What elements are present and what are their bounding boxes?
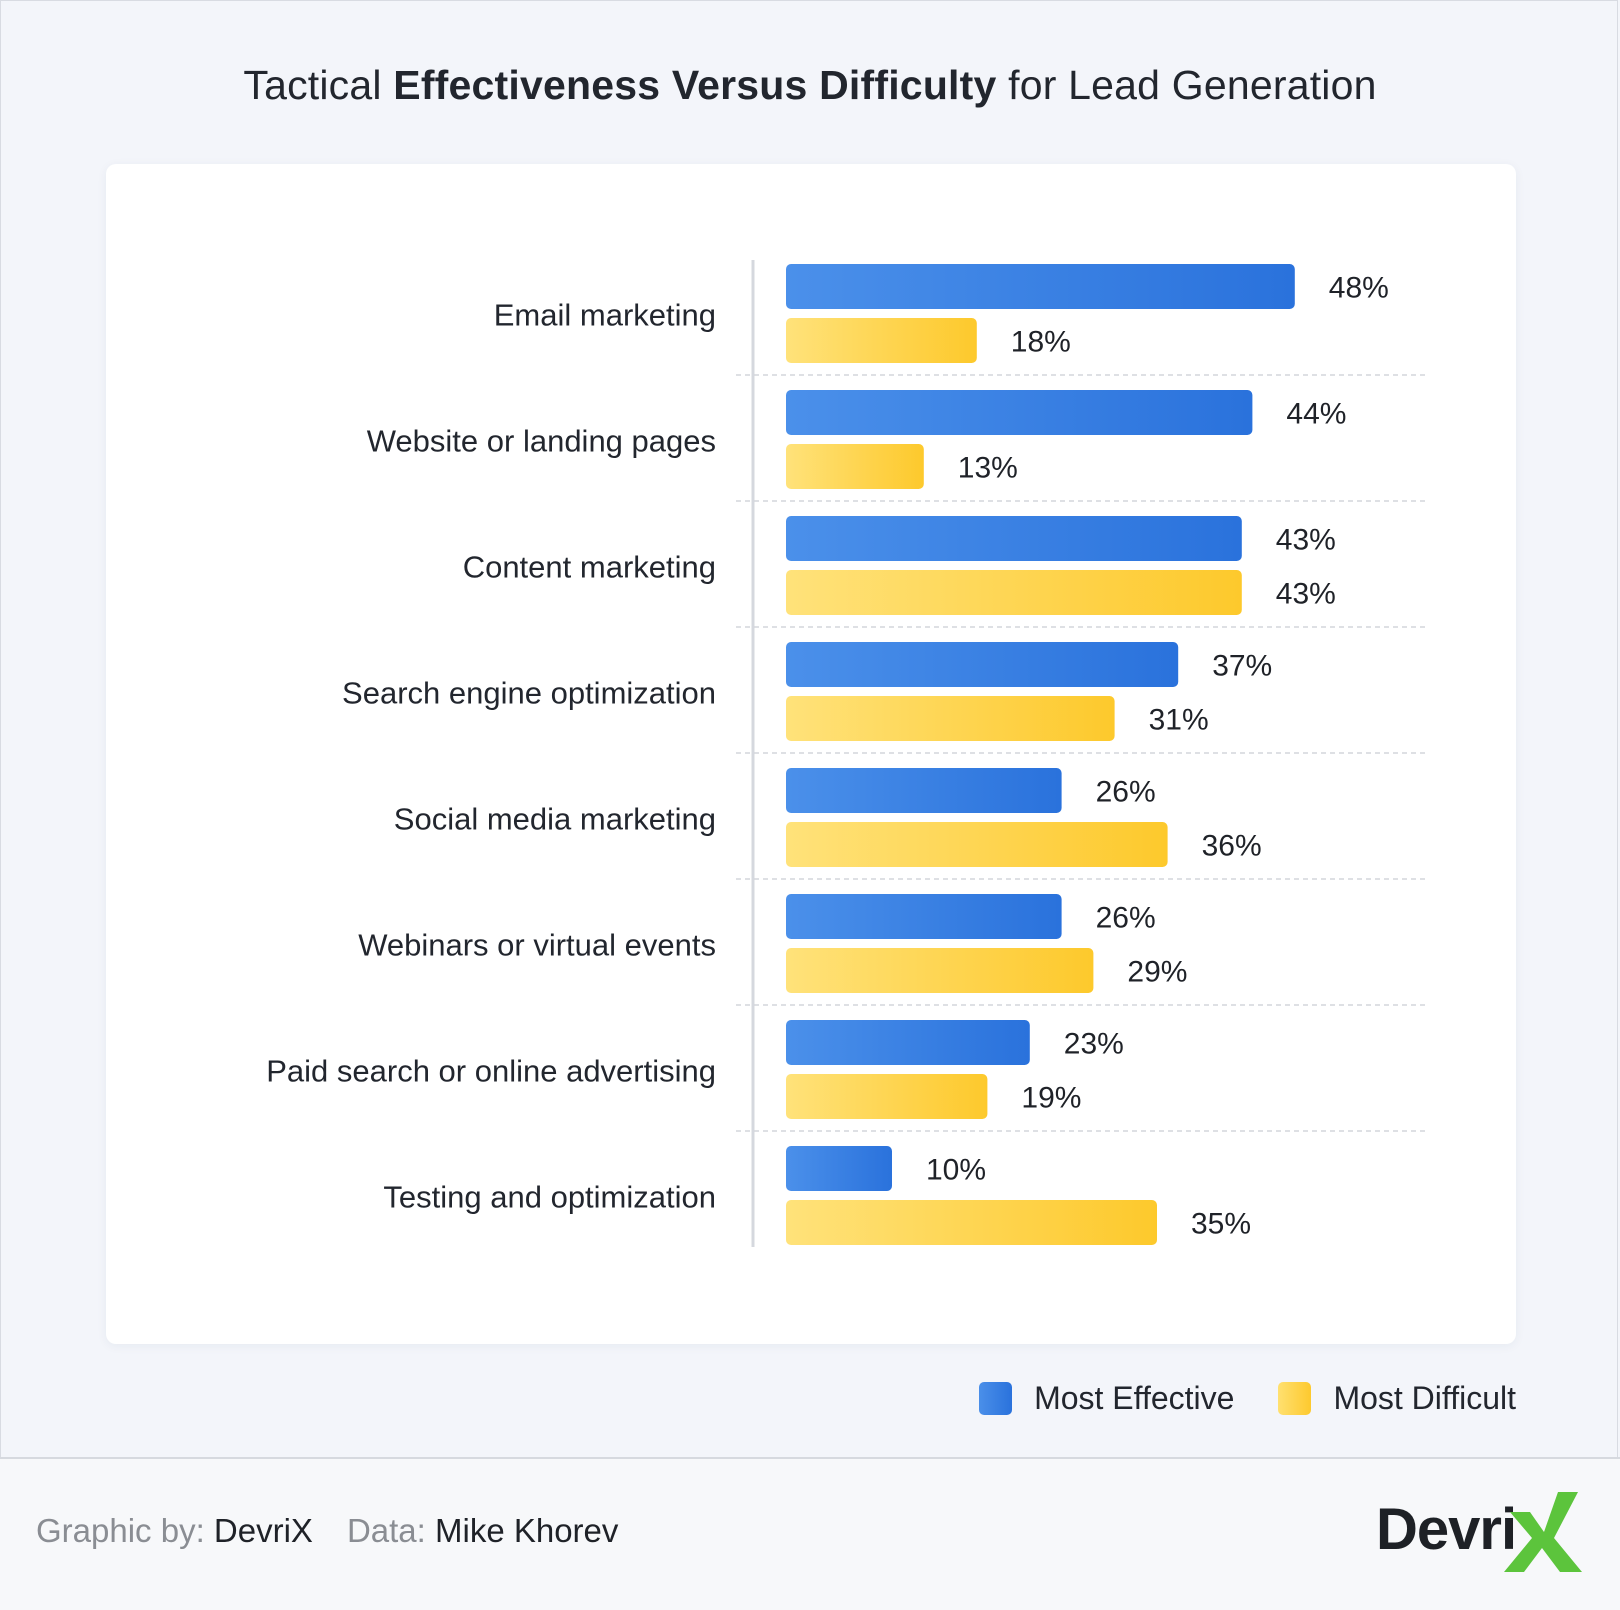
chart-legend: Most Effective Most Difficult bbox=[979, 1380, 1516, 1417]
data-label: 31% bbox=[1149, 704, 1209, 737]
data-label: 19% bbox=[1021, 1082, 1081, 1115]
data-credit-key: Data: bbox=[346, 1512, 426, 1549]
bar-chart: Email marketing 48% 18% Website or landing … bbox=[266, 260, 1426, 1247]
bar-most-effective bbox=[786, 768, 1062, 813]
bar-most-difficult bbox=[786, 570, 1242, 615]
graphic-credit: Graphic by: DevriX bbox=[36, 1512, 313, 1550]
legend-label-most-effective: Most Effective bbox=[1034, 1380, 1235, 1416]
category-label: Website or landing pages bbox=[367, 424, 716, 459]
category-label: Webinars or virtual events bbox=[358, 928, 716, 963]
bar-most-difficult bbox=[786, 318, 977, 363]
title-part2: for Lead Generation bbox=[996, 62, 1377, 108]
footer bbox=[0, 1457, 1620, 1610]
data-label: 26% bbox=[1096, 902, 1156, 935]
data-label: 44% bbox=[1286, 398, 1346, 431]
bar-most-difficult bbox=[786, 696, 1115, 741]
data-label: 23% bbox=[1064, 1028, 1124, 1061]
graphic-credit-value: DevriX bbox=[213, 1512, 313, 1549]
category-label: Search engine optimization bbox=[342, 676, 716, 711]
title-bold: Effectiveness Versus Difficulty bbox=[393, 62, 997, 108]
data-label: 29% bbox=[1127, 956, 1187, 989]
bar-most-difficult bbox=[786, 444, 924, 489]
logo-x-icon bbox=[1504, 1492, 1582, 1572]
devrix-logo: Devri bbox=[1376, 1490, 1586, 1580]
data-credit: Data: Mike Khorev bbox=[347, 1512, 618, 1550]
data-label: 37% bbox=[1212, 650, 1272, 683]
category-label: Paid search or online advertising bbox=[266, 1054, 716, 1089]
data-label: 13% bbox=[958, 452, 1018, 485]
data-label: 43% bbox=[1276, 524, 1336, 557]
legend-item-most-effective: Most Effective bbox=[979, 1380, 1234, 1417]
bar-most-difficult bbox=[786, 1074, 988, 1119]
bar-most-difficult bbox=[786, 1200, 1157, 1245]
chart-title: Tactical Effectiveness Versus Difficulty… bbox=[0, 62, 1620, 109]
category-label: Social media marketing bbox=[394, 802, 716, 837]
title-part1: Tactical bbox=[243, 62, 394, 108]
data-label: 48% bbox=[1329, 272, 1389, 305]
data-label: 10% bbox=[926, 1154, 986, 1187]
bar-most-effective bbox=[786, 516, 1242, 561]
data-label: 18% bbox=[1011, 326, 1071, 359]
chart-card: Email marketing 48% 18% Website or landing … bbox=[106, 164, 1516, 1344]
bar-most-effective bbox=[786, 894, 1062, 939]
category-label: Email marketing bbox=[494, 298, 716, 333]
category-label: Content marketing bbox=[463, 550, 716, 585]
logo-text: Devri bbox=[1376, 1497, 1517, 1562]
bar-most-effective bbox=[786, 264, 1295, 309]
graphic-credit-key: Graphic by: bbox=[36, 1512, 205, 1549]
data-label: 35% bbox=[1191, 1208, 1251, 1241]
bar-most-effective bbox=[786, 390, 1253, 435]
data-label: 43% bbox=[1276, 578, 1336, 611]
legend-swatch-blue bbox=[979, 1382, 1013, 1415]
legend-item-most-difficult: Most Difficult bbox=[1278, 1380, 1516, 1417]
data-label: 26% bbox=[1096, 776, 1156, 809]
data-label: 36% bbox=[1202, 830, 1262, 863]
bar-most-effective bbox=[786, 1146, 892, 1191]
legend-swatch-yellow bbox=[1278, 1382, 1312, 1415]
data-credit-value: Mike Khorev bbox=[435, 1512, 619, 1549]
category-label: Testing and optimization bbox=[383, 1180, 716, 1215]
bar-most-effective bbox=[786, 642, 1179, 687]
bar-most-difficult bbox=[786, 822, 1168, 867]
bar-most-effective bbox=[786, 1020, 1030, 1065]
credits: Graphic by: DevriX Data: Mike Khorev bbox=[36, 1512, 618, 1550]
bar-most-difficult bbox=[786, 948, 1094, 993]
legend-label-most-difficult: Most Difficult bbox=[1333, 1380, 1516, 1416]
